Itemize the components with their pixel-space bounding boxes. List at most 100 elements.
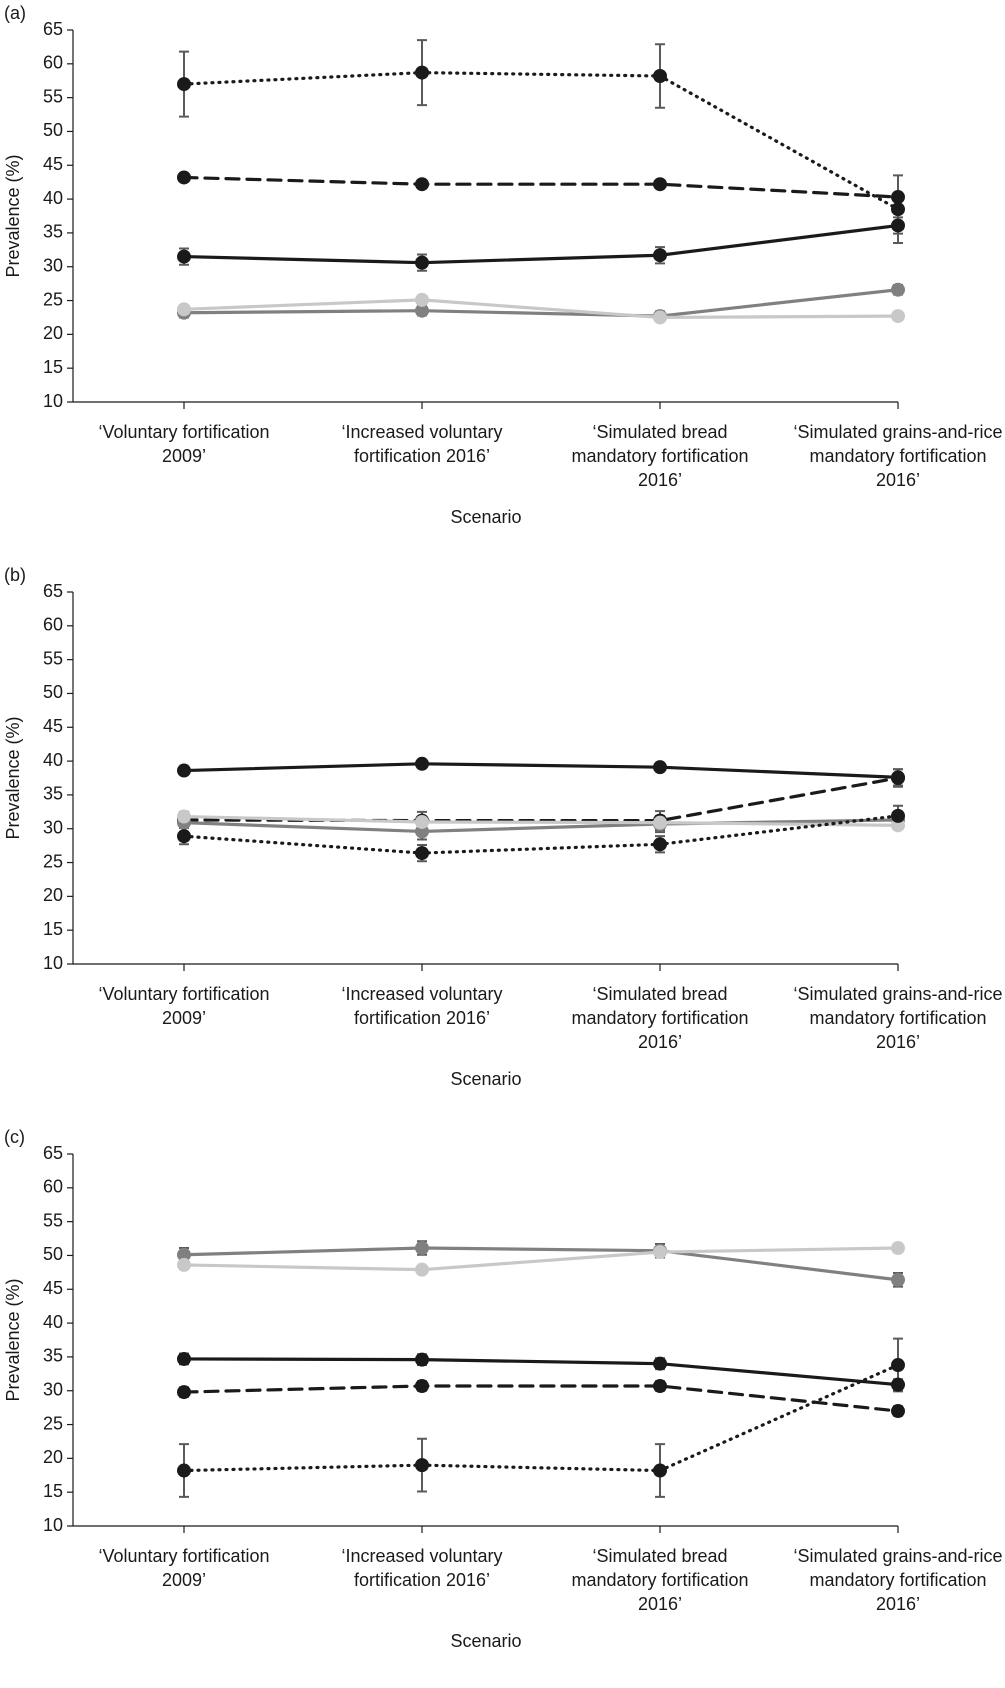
y-tick-label: 55 — [43, 1210, 63, 1230]
point — [177, 809, 191, 824]
y-tick-label: 40 — [43, 750, 63, 770]
y-tick-label: 30 — [43, 817, 63, 837]
series-line — [182, 762, 900, 779]
y-tick-label: 25 — [43, 289, 63, 309]
y-tick-label: 45 — [43, 716, 63, 736]
series-line — [182, 818, 900, 834]
x-tick-label: ‘Voluntary fortification 2009’ — [98, 422, 270, 466]
y-tick-label: 20 — [43, 323, 63, 343]
y-tick-label: 60 — [43, 615, 63, 635]
point — [415, 1352, 429, 1367]
y-tick-label: 20 — [43, 885, 63, 905]
series-line — [182, 71, 900, 211]
y-tick-label: 10 — [43, 1515, 63, 1535]
point — [891, 309, 905, 324]
y-tick-label: 50 — [43, 1244, 63, 1264]
point — [891, 1377, 905, 1392]
point — [653, 248, 667, 263]
y-tick-label: 25 — [43, 851, 63, 871]
x-tick-label: ‘Increased voluntary fortification 2016’ — [341, 984, 503, 1028]
point — [415, 255, 429, 270]
point — [415, 1378, 429, 1393]
x-tick-label: ‘Voluntary fortification 2009’ — [98, 984, 270, 1028]
y-tick-label: 35 — [43, 784, 63, 804]
point — [891, 282, 905, 297]
y-tick-label: 40 — [43, 1312, 63, 1332]
series-line — [182, 1246, 900, 1272]
x-tick-label: ‘Increased voluntary fortification 2016’ — [341, 1546, 503, 1590]
point — [177, 1247, 191, 1262]
y-tick-label: 55 — [43, 86, 63, 106]
y-tick-label: 50 — [43, 120, 63, 140]
panel-label: (b) — [4, 565, 26, 585]
series-line — [182, 175, 900, 199]
point — [891, 190, 905, 205]
point — [177, 302, 191, 317]
point — [415, 1241, 429, 1256]
y-tick-label: 15 — [43, 1481, 63, 1501]
y-tick-label: 45 — [43, 1278, 63, 1298]
series-line — [182, 1357, 900, 1387]
point — [653, 1463, 667, 1478]
panel-label: (c) — [4, 1127, 25, 1147]
y-tick-label: 65 — [43, 19, 63, 39]
y-tick-label: 25 — [43, 1413, 63, 1433]
point — [653, 310, 667, 325]
point — [415, 177, 429, 192]
y-tick-label: 45 — [43, 154, 63, 174]
y-tick-label: 35 — [43, 222, 63, 242]
y-tick-label: 35 — [43, 1346, 63, 1366]
x-tick-label: ‘Simulated grains-and-rice mandatory for… — [793, 984, 1003, 1052]
y-tick-label: 65 — [43, 581, 63, 601]
point — [415, 65, 429, 80]
y-tick-label: 30 — [43, 255, 63, 275]
y-tick-label: 40 — [43, 188, 63, 208]
x-axis-label: Scenario — [450, 1631, 521, 1651]
series-line — [182, 1363, 900, 1473]
point — [177, 1385, 191, 1400]
point — [891, 1358, 905, 1373]
point — [415, 814, 429, 829]
point — [891, 1272, 905, 1287]
series-line — [182, 288, 900, 318]
point — [891, 808, 905, 823]
series-line — [182, 298, 900, 320]
point — [891, 771, 905, 785]
point — [177, 1351, 191, 1366]
point — [415, 303, 429, 318]
x-tick-label: ‘Simulated bread mandatory fortification… — [571, 984, 749, 1052]
point — [653, 1378, 667, 1393]
point — [891, 202, 905, 217]
point — [177, 77, 191, 92]
x-tick-label: ‘Simulated bread mandatory fortification… — [571, 1546, 749, 1614]
y-tick-label: 60 — [43, 1177, 63, 1197]
point — [653, 837, 667, 852]
x-tick-label: ‘Voluntary fortification 2009’ — [98, 1546, 270, 1590]
y-tick-label: 30 — [43, 1379, 63, 1399]
x-tick-label: ‘Increased voluntary fortification 2016’ — [341, 422, 503, 466]
y-axis-label: Prevalence (%) — [3, 1278, 23, 1401]
point — [653, 68, 667, 83]
y-tick-label: 15 — [43, 919, 63, 939]
y-tick-label: 10 — [43, 391, 63, 411]
x-tick-label: ‘Simulated bread mandatory fortification… — [571, 422, 749, 490]
point — [653, 1356, 667, 1371]
point — [177, 1463, 191, 1478]
series-line — [182, 223, 900, 265]
x-tick-label: ‘Simulated grains-and-rice mandatory for… — [793, 1546, 1003, 1614]
point — [415, 1262, 429, 1277]
series-line — [182, 1246, 900, 1282]
y-tick-label: 60 — [43, 53, 63, 73]
point — [415, 292, 429, 307]
point — [653, 1245, 667, 1260]
point — [891, 218, 905, 233]
point — [415, 756, 429, 771]
y-tick-label: 15 — [43, 357, 63, 377]
series-line — [182, 1384, 900, 1413]
x-tick-label: ‘Simulated grains-and-rice mandatory for… — [793, 422, 1003, 490]
point — [891, 1404, 905, 1419]
y-axis-label: Prevalence (%) — [3, 716, 23, 839]
point — [177, 763, 191, 778]
